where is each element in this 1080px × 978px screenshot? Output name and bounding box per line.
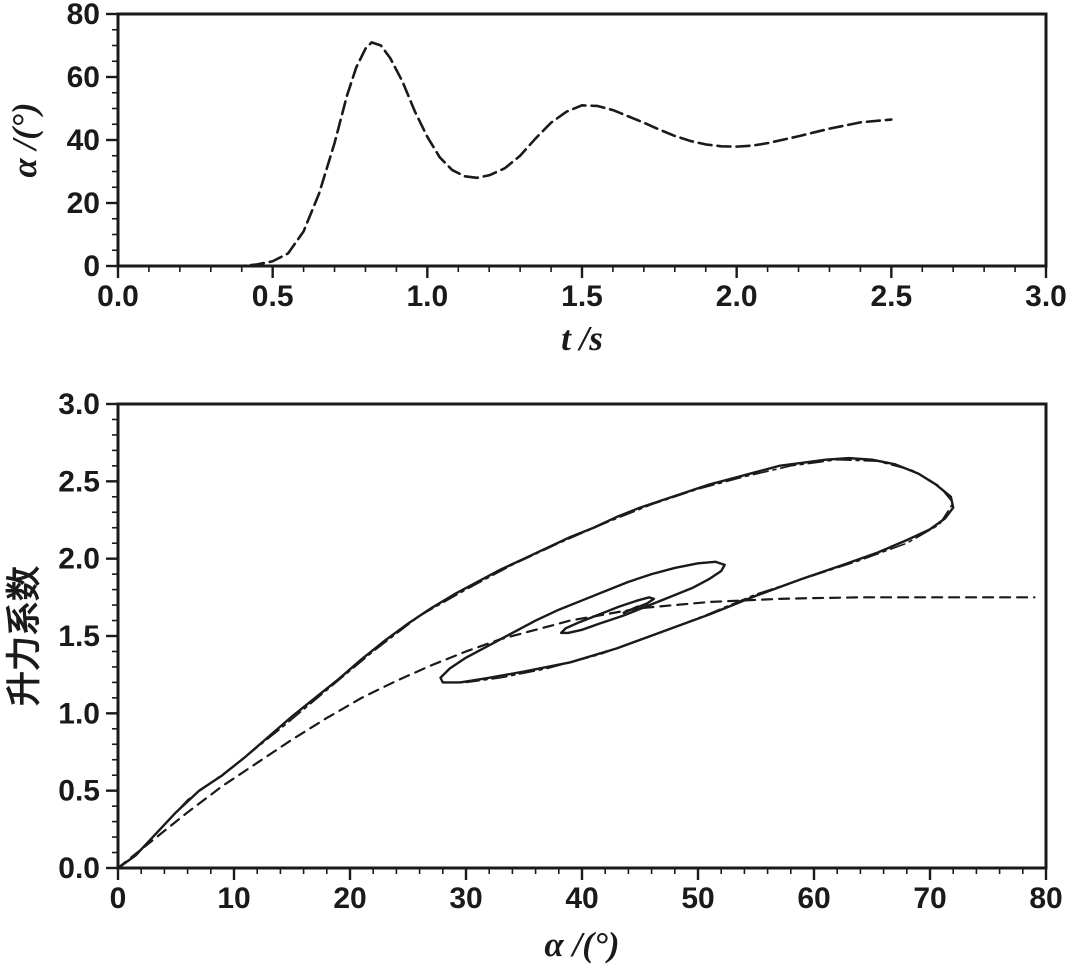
x-axis-label: t /s	[561, 319, 603, 358]
alpha-vs-time-svg: 0.0 0.5 1.0 1.5 2.0 2.5 3.0 0 20 40 60 80 t /s α /(°)	[5, 0, 1067, 358]
x-tick-label: 30	[449, 882, 482, 915]
y-tick-label: 40	[67, 124, 100, 157]
series-static-lift-curve	[116, 596, 1036, 870]
x-tick-label: 3.0	[1025, 280, 1067, 313]
y-tick-label: 0.5	[58, 775, 100, 808]
y-tick-label: 1.5	[58, 620, 100, 653]
x-tick-label: 0.0	[97, 280, 139, 313]
x-tick-label: 1.5	[561, 280, 603, 313]
series-angle-of-attack-history	[116, 41, 893, 268]
y-tick-label: 0.0	[58, 852, 100, 885]
x-tick-label: 2.5	[870, 280, 912, 313]
x-tick-label: 0	[110, 882, 127, 915]
lift-coefficient-vs-alpha-svg: 0 10 20 30 40 50 60 70 80 0.0 0.5 1.0 1.5 2.0 2.5 3.0 α …	[5, 388, 1063, 964]
x-tick-label: 10	[217, 882, 250, 915]
x-tick-label: 20	[333, 882, 366, 915]
y-tick-label: 80	[67, 0, 100, 31]
y-tick-label: 60	[67, 61, 100, 94]
x-tick-label: 50	[681, 882, 714, 915]
plot-frame	[116, 402, 1048, 870]
figure-angle-of-attack-vs-time: 0.0 0.5 1.0 1.5 2.0 2.5 3.0 0 20 40 60 80 t /s α /(°)	[0, 0, 1080, 368]
x-tick-label: 1.0	[406, 280, 448, 313]
y-axis-label: 升力系数	[5, 566, 44, 706]
y-tick-label: 2.0	[58, 543, 100, 576]
figure-lift-coefficient-vs-alpha: 0 10 20 30 40 50 60 70 80 0.0 0.5 1.0 1.5 2.0 2.5 3.0 α …	[0, 368, 1080, 978]
y-tick-label: 0	[83, 250, 100, 283]
plot-frame	[116, 12, 1048, 268]
y-tick-label: 3.0	[58, 388, 100, 421]
x-tick-label: 40	[565, 882, 598, 915]
x-tick-label: 80	[1029, 882, 1062, 915]
y-tick-label: 1.0	[58, 697, 100, 730]
series-dynamic-lift-second-cycle	[140, 458, 954, 851]
y-tick-label: 20	[67, 187, 100, 220]
x-tick-label: 0.5	[252, 280, 294, 313]
x-tick-label: 70	[913, 882, 946, 915]
y-tick-label: 2.5	[58, 465, 100, 498]
series-dynamic-lift-hysteresis-spiral	[116, 456, 955, 870]
y-axis-label: α /(°)	[5, 102, 44, 177]
x-tick-label: 2.0	[716, 280, 758, 313]
x-axis-label: α /(°)	[544, 925, 619, 964]
x-tick-label: 60	[797, 882, 830, 915]
